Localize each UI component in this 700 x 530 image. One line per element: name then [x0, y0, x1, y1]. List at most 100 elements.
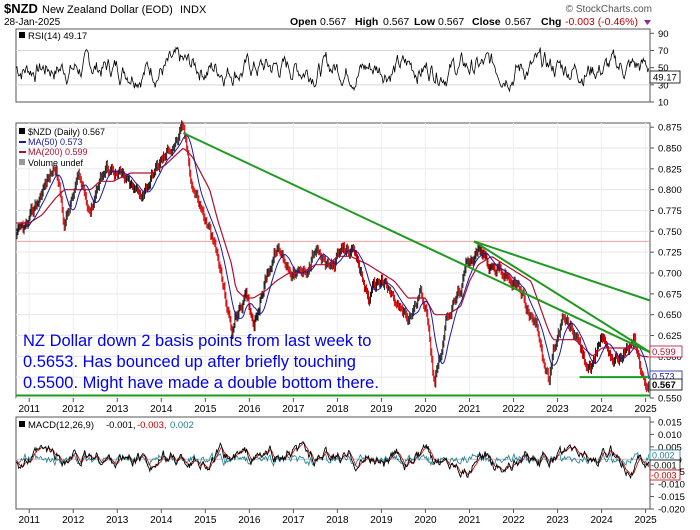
ma200-current-label: 0.599 [652, 347, 676, 358]
close-label: Close [472, 16, 501, 28]
macd-tick-label: -0.015 [658, 492, 685, 503]
year-tick-label: 2011 [18, 404, 40, 415]
year-tick-label: 2015 [194, 515, 217, 526]
chart-brand: © StockCharts.com [566, 4, 652, 15]
rsi-tick-label: 90 [658, 29, 669, 40]
macd-legend-value-2: -0.003, [137, 420, 167, 431]
price-current-label: 0.567 [652, 380, 676, 391]
year-tick-label: 2023 [546, 515, 569, 526]
year-tick-label: 2019 [370, 515, 393, 526]
macd-current-tags: 0.002 -0.001 -0.003 [649, 449, 681, 481]
price-tick-label: 0.675 [658, 289, 682, 300]
macd-x-axis: 2011 2012 2013 2014 2015 2016 2017 2018 2019 2020… [18, 509, 657, 526]
year-tick-label: 2013 [106, 515, 129, 526]
ma200-line [16, 148, 649, 358]
volume-legend-text: Volume undef [28, 158, 84, 168]
rsi-tick-label: 50 [658, 63, 669, 74]
quote-summary: Open 0.567 High 0.567 Low 0.567 Close 0.… [290, 16, 651, 28]
macd-tick-label: -0.010 [658, 480, 685, 491]
year-tick-label: 2020 [414, 404, 437, 415]
trendline [182, 132, 651, 354]
macd-tick-label: 0.015 [658, 417, 682, 428]
exchange-name: INDX [180, 4, 207, 16]
price-tick-label: 0.550 [658, 394, 682, 405]
high-label: High [355, 16, 378, 28]
year-tick-label: 2019 [370, 404, 393, 415]
rsi-axis: 90 70 50 30 10 [650, 29, 669, 109]
macd-legend-value-3: 0.002 [170, 420, 194, 431]
down-arrow-icon [644, 20, 651, 25]
open-label: Open [290, 16, 317, 28]
open-value: 0.567 [320, 16, 346, 28]
instrument-name: New Zealand Dollar (EOD) [42, 4, 173, 16]
year-tick-label: 2014 [150, 404, 173, 415]
price-tick-label: 0.850 [658, 144, 682, 155]
year-tick-label: 2023 [546, 404, 569, 415]
price-legend-icon [19, 128, 25, 134]
year-tick-label: 2012 [62, 515, 85, 526]
annotation-line-3: 0.5500. Might have made a double bottom … [23, 374, 379, 392]
ma200-tag: 0.599 [649, 345, 683, 358]
rsi-tick-label: 70 [658, 46, 669, 57]
rsi-legend: RSI(14) 49.17 [19, 31, 87, 42]
price-tick-label: 0.875 [658, 123, 682, 134]
price-tick-label: 0.750 [658, 227, 682, 238]
rsi-current-label: 49.17 [653, 73, 677, 84]
year-tick-label: 2021 [458, 404, 481, 415]
macd-legend-icon [19, 421, 25, 427]
year-tick-label: 2024 [590, 404, 613, 415]
annotation-line-1: NZ Dollar down 2 basis points from last … [23, 332, 371, 350]
price-tick-label: 0.800 [658, 185, 682, 196]
rsi-current-tag: 49.17 [649, 70, 681, 84]
price-tick-label: 0.625 [658, 331, 682, 342]
low-value: 0.567 [438, 16, 464, 28]
price-x-axis: 2011 2012 2013 2014 2015 2016 2017 2018 2019 2020… [18, 398, 657, 415]
year-tick-label: 2022 [502, 404, 525, 415]
year-tick-label: 2017 [282, 515, 305, 526]
rsi-legend-icon [19, 32, 25, 38]
year-tick-label: 2021 [458, 515, 481, 526]
year-tick-label: 2016 [238, 404, 261, 415]
signal-current-label: -0.003 [651, 471, 677, 481]
price-bars [16, 120, 650, 393]
year-tick-label: 2016 [238, 515, 261, 526]
macd-panel: 0.0150.0100.0050.000-0.005-0.010-0.015-0… [15, 416, 685, 526]
year-tick-label: 2018 [326, 404, 349, 415]
macd-legend-text: MACD(12,26,9) [28, 420, 94, 431]
price-tick-label: 0.725 [658, 248, 682, 259]
ma50-current-label: 0.573 [652, 372, 675, 382]
macd-line [15, 441, 650, 479]
macd-legend-value-1: -0.001, [106, 420, 136, 431]
ma50-legend-text: MA(50) 0.573 [28, 137, 83, 147]
rsi-panel: 90 70 50 30 10 RSI(14) 49.17 49.17 [15, 28, 681, 109]
price-grid [16, 123, 650, 399]
macd-tick-label: 0.010 [658, 430, 682, 441]
macd-tick-label: -0.020 [658, 505, 685, 516]
chart-date: 28-Jan-2025 [4, 17, 61, 28]
price-tag: 0.567 [649, 378, 683, 391]
trendlines [16, 132, 651, 397]
price-panel: 0.875 0.850 0.825 0.800 0.775 0.750 0.725 0.700… [15, 120, 683, 415]
macd-legend: MACD(12,26,9) -0.001, -0.003, 0.002 [19, 420, 194, 431]
year-tick-label: 2025 [634, 404, 657, 415]
low-label: Low [414, 16, 436, 28]
rsi-tick-label: 10 [658, 98, 669, 109]
macd-tick-label: 0.005 [658, 442, 682, 453]
price-tick-label: 0.825 [658, 164, 682, 175]
rsi-grid [16, 49, 650, 86]
year-tick-label: 2015 [194, 404, 217, 415]
close-value: 0.567 [505, 16, 531, 28]
chg-label: Chg [541, 16, 561, 28]
year-tick-label: 2017 [282, 404, 305, 415]
trendline [473, 240, 651, 354]
year-tick-label: 2022 [502, 515, 525, 526]
rsi-line [15, 46, 650, 93]
year-tick-label: 2013 [106, 404, 129, 415]
year-tick-label: 2011 [18, 515, 40, 526]
year-tick-label: 2014 [150, 515, 173, 526]
price-tick-label: 0.700 [658, 269, 682, 280]
high-value: 0.567 [383, 16, 409, 28]
rsi-legend-text: RSI(14) 49.17 [28, 31, 87, 42]
hist-current-label: 0.002 [652, 451, 675, 461]
